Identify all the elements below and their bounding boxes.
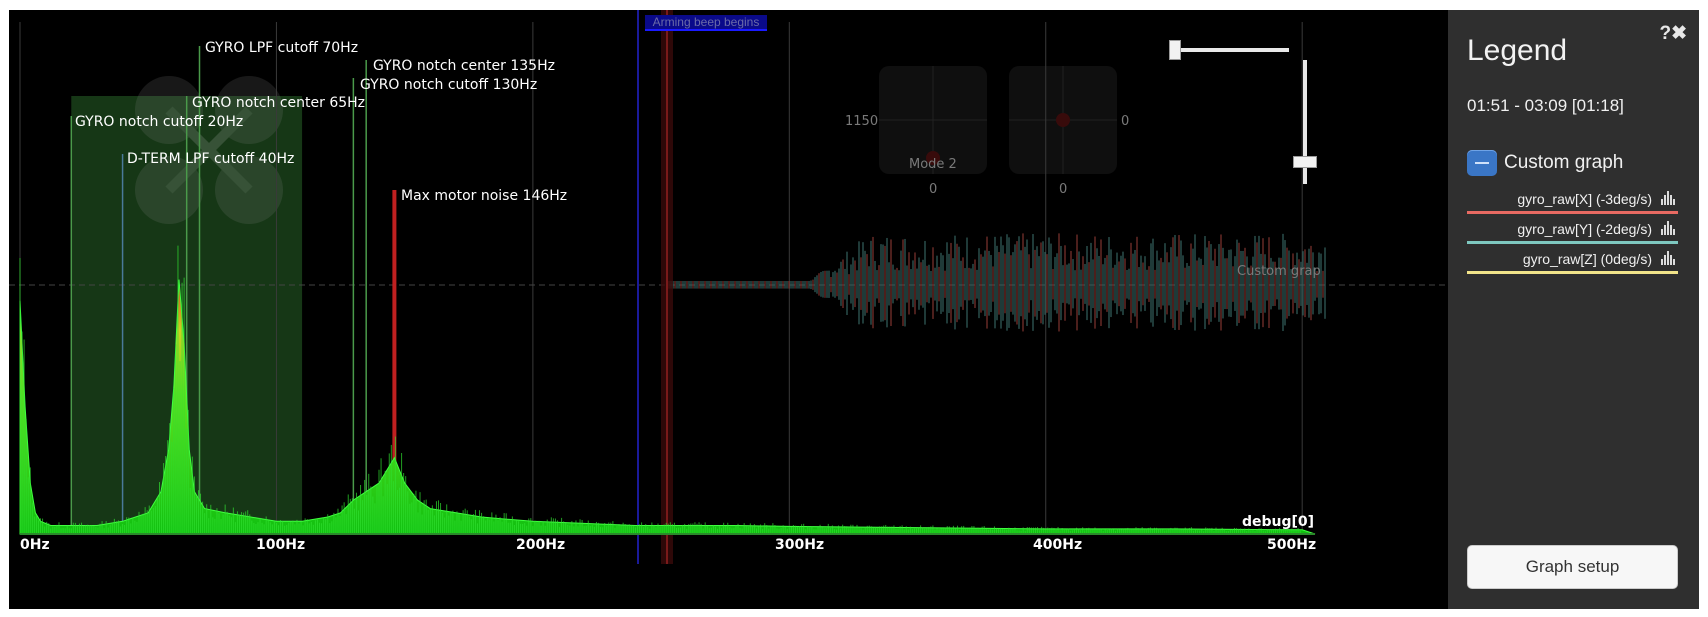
trace-noise-band [668,233,1326,332]
series-color-line [1467,211,1678,214]
analyser-stage: 1150 0 0 0 Mode 2 Custom grap GYRO LPF cutoff … [9,10,1699,609]
stick-box-left [879,66,987,174]
time-range: 01:51 - 03:09 [01:18] [1467,96,1624,115]
x-tick-label: 100Hz [256,537,305,553]
stick-boxes [879,66,1117,174]
legend-panel: ?✖ Legend 01:51 - 03:09 [01:18] Custom g… [1448,10,1699,609]
spectrum-icon[interactable] [1661,221,1675,235]
x-tick-label: 500Hz [1267,537,1316,553]
drone-arm [165,106,253,194]
spectrum-detail [19,245,1301,534]
series-label: gyro_raw[X] (-3deg/s) [1517,191,1652,207]
series-name-label: debug[0] [1242,514,1314,530]
x-tick-label: 300Hz [775,537,824,553]
custom-graph-group[interactable]: Custom graph [1467,150,1623,176]
series-label: gyro_raw[Z] (0deg/s) [1522,251,1652,267]
drone-rotor [215,76,283,144]
arming-beep-marker: Arming beep begins [645,15,767,31]
custom-graph-watermark: Custom grap [1237,264,1321,279]
zoom-vertical-slider[interactable] [1291,60,1319,190]
help-close-icon[interactable]: ?✖ [1659,23,1687,44]
legend-series-z[interactable]: gyro_raw[Z] (0deg/s) [1467,247,1678,275]
series-label: gyro_raw[Y] (-2deg/s) [1517,221,1652,237]
stick-pitch-value: 0 [1059,182,1067,197]
zoom-horizontal-track[interactable] [1179,48,1289,52]
stick-yaw-value: 0 [1121,114,1129,129]
stick-roll-value: 0 [929,182,937,197]
zoom-horizontal-slider[interactable] [1169,36,1289,64]
marker-label-gyro-notch-cutoff-130: GYRO notch cutoff 130Hz [360,77,537,93]
spectrum-plot[interactable]: 1150 0 0 0 Mode 2 Custom grap GYRO LPF cutoff … [9,10,1448,609]
spectrum-icon[interactable] [1661,251,1675,265]
marker-label-gyro-notch-center-65: GYRO notch center 65Hz [192,95,365,111]
group-label: Custom graph [1504,152,1624,173]
legend-title: Legend [1467,34,1568,67]
marker-label-dterm-lpf-cutoff: D-TERM LPF cutoff 40Hz [127,151,294,167]
stick-box-right [1009,66,1117,174]
x-tick-label: 400Hz [1033,537,1082,553]
group-toggle-icon[interactable] [1467,150,1497,176]
spectrum-svg[interactable]: 1150 0 0 0 Mode 2 Custom grap GYRO LPF cutoff … [9,10,1448,609]
zoom-horizontal-thumb[interactable] [1169,40,1181,60]
arming-beep-label: Arming beep begins [652,15,760,29]
series-color-line [1467,241,1678,244]
stick-dot-left [926,151,940,165]
zoom-vertical-thumb[interactable] [1293,156,1317,168]
legend-series-y[interactable]: gyro_raw[Y] (-2deg/s) [1467,217,1678,245]
stick-throttle-value: 1150 [845,114,878,129]
drone-rotor [215,156,283,224]
stick-dot-right [1056,113,1070,127]
legend-series-x[interactable]: gyro_raw[X] (-3deg/s) [1467,187,1678,215]
marker-label-max-motor-noise: Max motor noise 146Hz [401,188,567,204]
graph-setup-button[interactable]: Graph setup [1467,545,1678,589]
marker-label-gyro-lpf-cutoff: GYRO LPF cutoff 70Hz [205,40,358,56]
bottom-strip [0,609,1708,617]
zoom-vertical-track[interactable] [1303,60,1307,184]
x-tick-label: 200Hz [516,537,565,553]
drone-arm [165,106,253,194]
x-tick-label: 0Hz [20,537,50,553]
mode-label: Mode 2 [909,157,957,172]
series-color-line [1467,271,1678,274]
marker-label-gyro-notch-cutoff-20: GYRO notch cutoff 20Hz [75,114,243,130]
spectrum-icon[interactable] [1661,191,1675,205]
marker-label-gyro-notch-center-135: GYRO notch center 135Hz [373,58,555,74]
